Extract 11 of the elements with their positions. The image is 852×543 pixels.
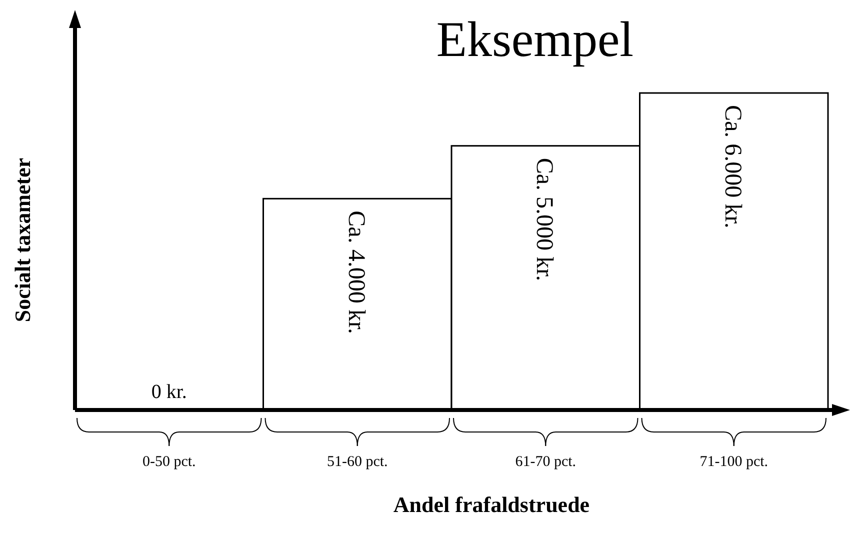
data-label: 0 kr. — [151, 381, 187, 403]
data-label: Ca. 5.000 kr. — [531, 158, 558, 282]
x-tick-label: 51-60 pct. — [326, 454, 388, 470]
x-tick-label: 71-100 pct. — [700, 454, 768, 470]
x-tick-label: 61-70 pct. — [515, 454, 576, 470]
data-label: Ca. 6.000 kr. — [719, 105, 746, 228]
x-tick-label: 0-50 pct. — [142, 454, 196, 470]
data-label: Ca. 4.000 kr. — [342, 210, 369, 334]
y-axis-title: Socialt taxameter — [10, 158, 35, 322]
chart-title: Eksempel — [436, 11, 634, 67]
x-axis-title: Andel frafaldstruede — [393, 492, 590, 517]
